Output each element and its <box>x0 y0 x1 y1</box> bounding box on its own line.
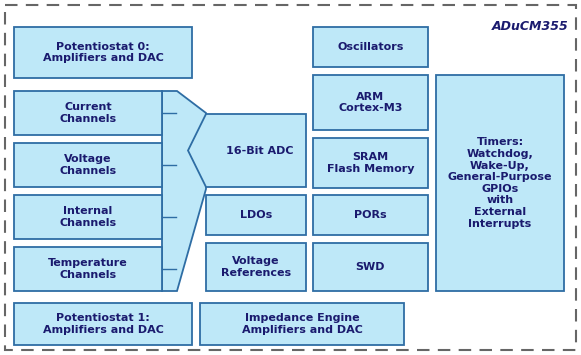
FancyBboxPatch shape <box>313 195 428 235</box>
Text: Internal
Channels: Internal Channels <box>59 206 117 228</box>
Text: Voltage
References: Voltage References <box>221 256 291 278</box>
Text: SWD: SWD <box>356 262 385 272</box>
Text: LDOs: LDOs <box>240 210 272 220</box>
FancyBboxPatch shape <box>436 75 564 291</box>
Text: Oscillators: Oscillators <box>338 42 404 52</box>
Text: Impedance Engine
Amplifiers and DAC: Impedance Engine Amplifiers and DAC <box>242 313 363 335</box>
FancyBboxPatch shape <box>14 303 192 345</box>
FancyBboxPatch shape <box>14 27 192 78</box>
FancyBboxPatch shape <box>14 195 162 239</box>
Text: Temperature
Channels: Temperature Channels <box>48 258 128 280</box>
Text: SRAM
Flash Memory: SRAM Flash Memory <box>327 152 414 174</box>
FancyBboxPatch shape <box>14 247 162 291</box>
Text: ARM
Cortex-M3: ARM Cortex-M3 <box>338 92 403 113</box>
Text: Potentiostat 0:
Amplifiers and DAC: Potentiostat 0: Amplifiers and DAC <box>42 42 163 63</box>
Text: Potentiostat 1:
Amplifiers and DAC: Potentiostat 1: Amplifiers and DAC <box>42 313 163 335</box>
Text: Timers:
Watchdog,
Wake-Up,
General-Purpose
GPIOs
with
External
Interrupts: Timers: Watchdog, Wake-Up, General-Purpo… <box>448 137 553 229</box>
Text: 16-Bit ADC: 16-Bit ADC <box>226 146 294 155</box>
FancyBboxPatch shape <box>14 91 162 135</box>
FancyBboxPatch shape <box>206 243 306 291</box>
FancyBboxPatch shape <box>313 243 428 291</box>
FancyBboxPatch shape <box>206 195 306 235</box>
Polygon shape <box>188 114 306 187</box>
Text: Current
Channels: Current Channels <box>59 102 117 124</box>
FancyBboxPatch shape <box>313 27 428 67</box>
FancyBboxPatch shape <box>313 75 428 130</box>
Text: ADuCM355: ADuCM355 <box>492 20 569 33</box>
Polygon shape <box>162 91 206 291</box>
Text: PORs: PORs <box>354 210 387 220</box>
FancyBboxPatch shape <box>14 143 162 187</box>
Text: Voltage
Channels: Voltage Channels <box>59 154 117 176</box>
FancyBboxPatch shape <box>200 303 404 345</box>
FancyBboxPatch shape <box>313 138 428 188</box>
